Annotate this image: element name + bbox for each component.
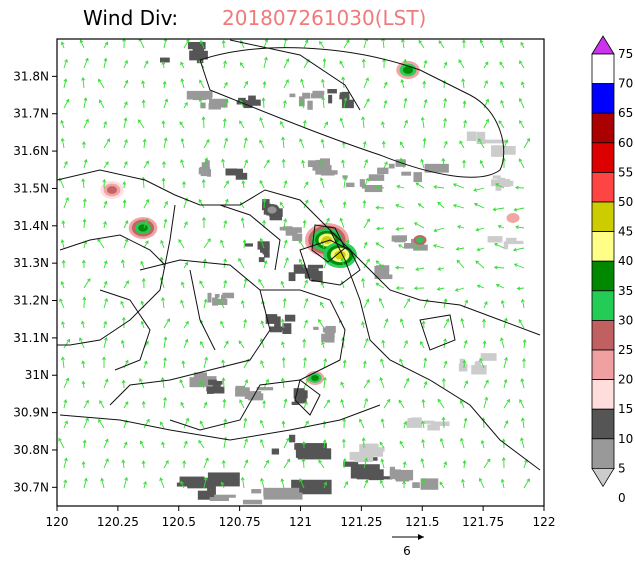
colorbar-label: 30 xyxy=(618,313,633,327)
colorbar-box-45 xyxy=(591,201,615,233)
colorbar-box-5 xyxy=(591,438,615,469)
colorbar-label: 25 xyxy=(618,343,633,357)
colorbar-box-55 xyxy=(591,142,615,173)
reference-vector-label: 6 xyxy=(403,544,411,558)
lon-tick-label: 121 xyxy=(289,515,312,529)
lat-tick-label: 31.8N xyxy=(13,69,49,83)
colorbar-label: 35 xyxy=(618,284,633,298)
lon-tick-label: 120.25 xyxy=(97,515,139,529)
lon-tick-label: 121.25 xyxy=(340,515,382,529)
latitude-axis: 30.7N 30.8N 30.9N 31N 31.1N 31.2N 31.3N 31.4N 31… xyxy=(13,69,57,494)
wind-vector-field xyxy=(58,39,530,489)
reference-vector: 6 xyxy=(392,534,424,558)
colorbar-label: 0 xyxy=(618,491,626,505)
lat-tick-label: 31.4N xyxy=(13,219,49,233)
colorbar-top-arrow xyxy=(591,35,615,55)
colorbar-label: 20 xyxy=(618,373,633,387)
colorbar-box-65 xyxy=(591,83,615,114)
figure-title-label: Wind Div: xyxy=(83,6,178,30)
lon-tick-label: 120.75 xyxy=(219,515,261,529)
lon-tick-label: 121.5 xyxy=(405,515,439,529)
lat-tick-label: 31.5N xyxy=(13,181,49,195)
lat-tick-label: 31.7N xyxy=(13,107,49,121)
longitude-axis: 120 120.25 120.5 120.75 121 121.25 121.5 121.75… xyxy=(46,506,556,529)
colorbar-label: 45 xyxy=(618,225,633,239)
figure-title-timestamp: 201807261030(LST) xyxy=(222,6,426,30)
colorbar-label: 5 xyxy=(618,461,626,475)
colorbar-box-40 xyxy=(591,231,615,262)
colorbar-box-10 xyxy=(591,408,615,440)
colorbar-box-50 xyxy=(591,171,615,203)
lon-tick-label: 120.5 xyxy=(162,515,196,529)
colorbar-label: 15 xyxy=(618,402,633,416)
colorbar-box-20 xyxy=(591,349,615,381)
lon-tick-label: 122 xyxy=(533,515,556,529)
lat-tick-label: 31.3N xyxy=(13,256,49,270)
colorbar-box-30 xyxy=(591,290,615,321)
lon-tick-label: 120 xyxy=(46,515,69,529)
colorbar-label: 60 xyxy=(618,136,633,150)
lat-tick-label: 30.9N xyxy=(13,406,49,420)
coastline-and-district-boundaries xyxy=(57,39,541,471)
colorbar-label: 50 xyxy=(618,195,633,209)
colorbar-label: 70 xyxy=(618,77,633,91)
lat-tick-label: 30.7N xyxy=(13,480,49,494)
radar-echo-layer xyxy=(100,41,524,505)
lon-tick-label: 121.75 xyxy=(462,515,504,529)
colorbar-label: 75 xyxy=(618,47,633,61)
colorbar-label: 40 xyxy=(618,254,633,268)
lat-tick-label: 31.2N xyxy=(13,294,49,308)
colorbar-box-25 xyxy=(591,319,615,351)
colorbar-box-70 xyxy=(591,53,615,85)
lat-tick-label: 30.8N xyxy=(13,443,49,457)
colorbar-box-60 xyxy=(591,112,615,144)
colorbar-bottom-arrow xyxy=(591,468,615,488)
lat-tick-label: 31.1N xyxy=(13,331,49,345)
colorbar-label: 55 xyxy=(618,165,633,179)
colorbar-box-15 xyxy=(591,379,615,410)
lat-tick-label: 31.6N xyxy=(13,144,49,158)
colorbar-box-35 xyxy=(591,260,615,292)
colorbar-label: 65 xyxy=(618,106,633,120)
lat-tick-label: 31N xyxy=(25,368,49,382)
colorbar-label: 10 xyxy=(618,432,633,446)
